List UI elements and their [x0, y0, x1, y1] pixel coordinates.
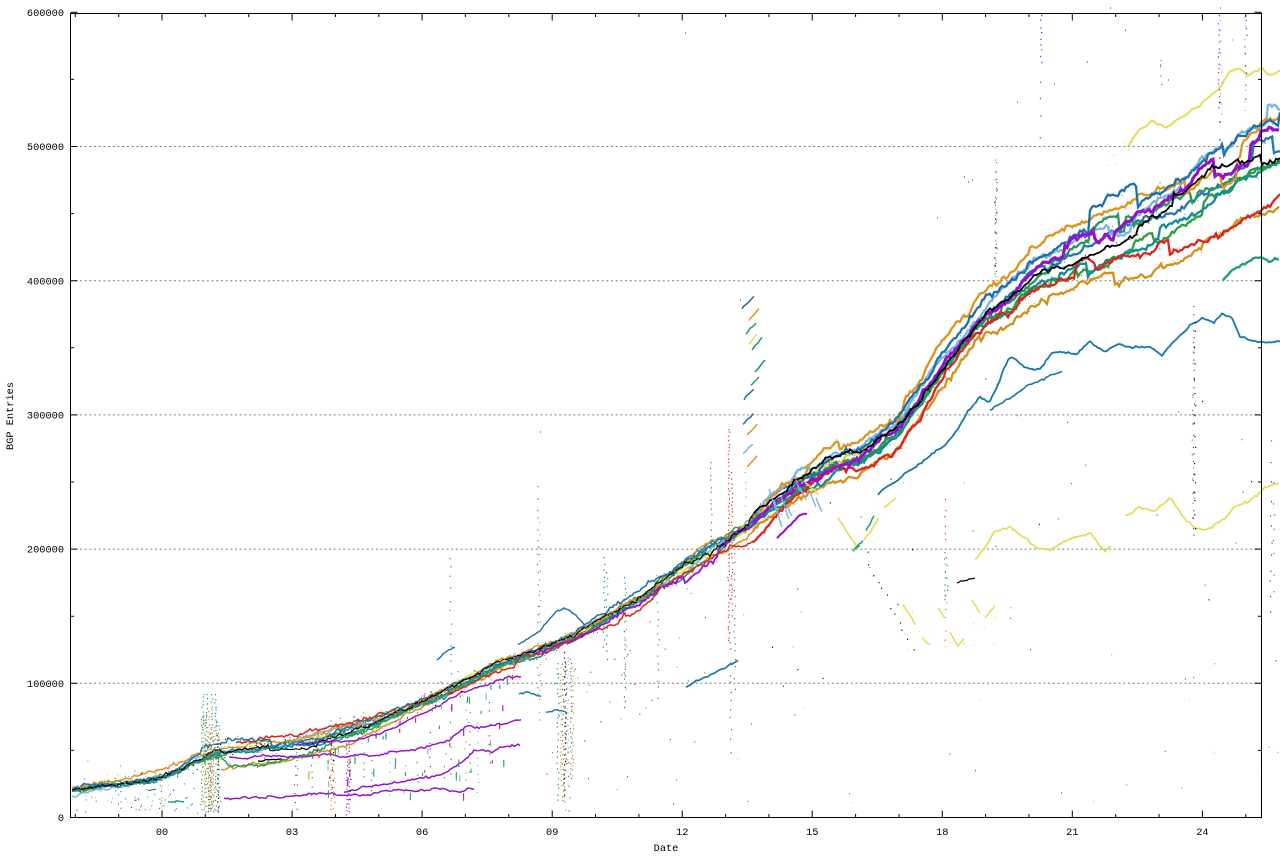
svg-text:03: 03: [286, 827, 298, 839]
svg-text:500000: 500000: [27, 142, 64, 154]
svg-text:0: 0: [58, 813, 64, 825]
svg-text:100000: 100000: [27, 679, 64, 691]
svg-text:18: 18: [936, 827, 948, 839]
svg-text:400000: 400000: [27, 276, 64, 288]
svg-text:24: 24: [1196, 827, 1208, 839]
svg-text:600000: 600000: [27, 8, 64, 20]
svg-text:Date: Date: [654, 843, 679, 855]
svg-text:200000: 200000: [27, 545, 64, 557]
svg-text:BGP Entries: BGP Entries: [5, 382, 17, 450]
svg-text:09: 09: [546, 827, 558, 839]
svg-text:21: 21: [1066, 827, 1078, 839]
svg-text:06: 06: [416, 827, 428, 839]
svg-text:00: 00: [156, 827, 168, 839]
svg-text:15: 15: [806, 827, 818, 839]
svg-text:12: 12: [676, 827, 688, 839]
svg-text:300000: 300000: [27, 411, 64, 423]
